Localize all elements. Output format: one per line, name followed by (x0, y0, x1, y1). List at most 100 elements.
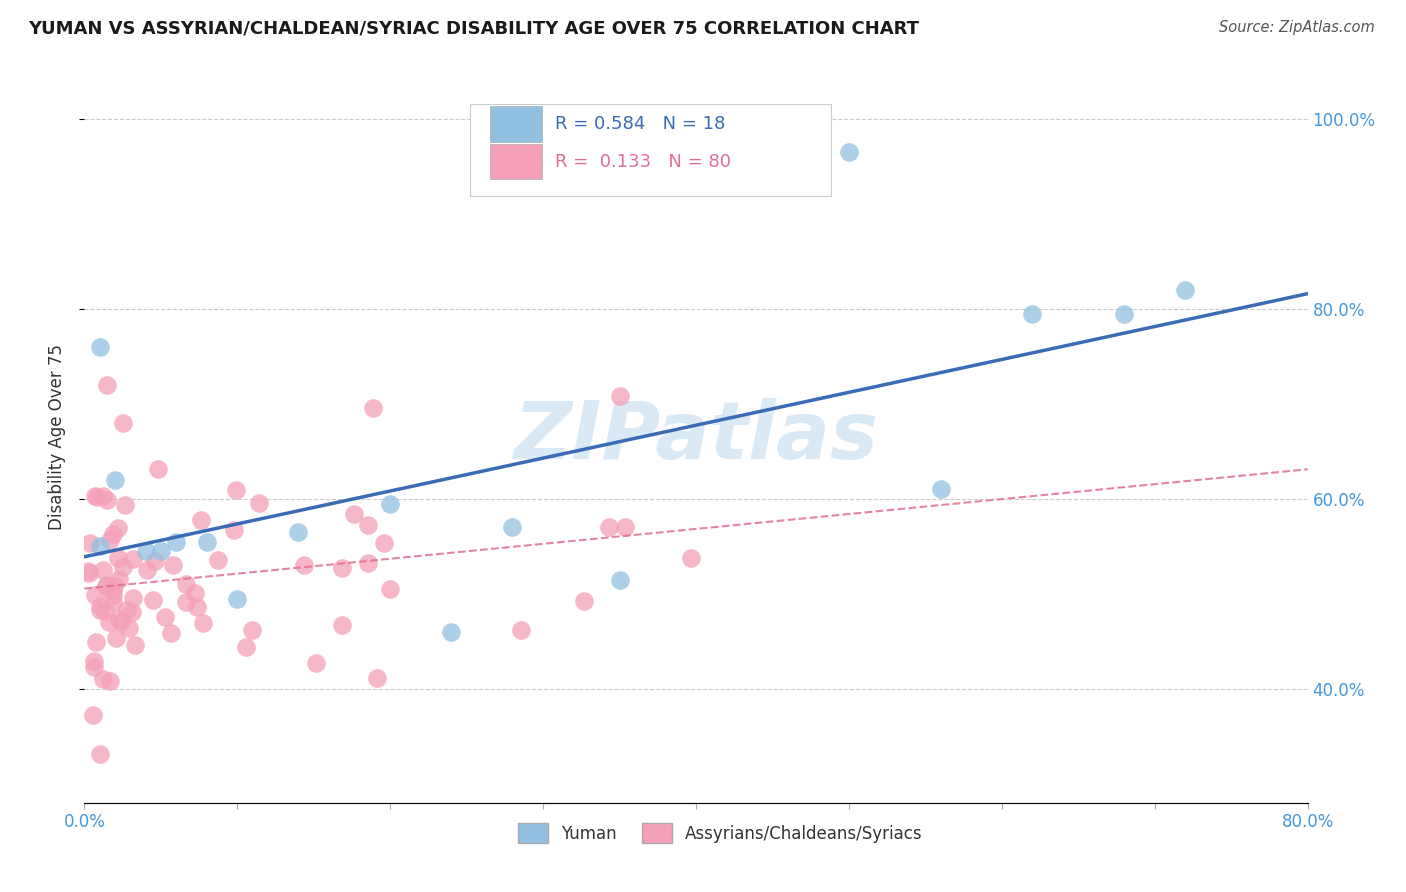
Point (114, 499, 136, 513)
Point (79, 536, 101, 550)
Point (191, 616, 214, 631)
Point (94, 604, 117, 618)
Point (330, 618, 353, 632)
Point (110, 615, 132, 629)
Point (572, 594, 595, 608)
Point (84, 635, 107, 649)
Point (108, 572, 131, 586)
Point (225, 483, 247, 497)
Point (153, 610, 176, 624)
Point (609, 573, 631, 587)
Point (366, 671, 388, 685)
Point (89, 603, 111, 617)
Point (174, 577, 197, 591)
Y-axis label: Disability Age Over 75: Disability Age Over 75 (48, 344, 66, 530)
Point (380, 497, 402, 511)
Point (117, 603, 139, 617)
Point (342, 507, 364, 521)
Point (84, 588, 107, 602)
Point (174, 595, 197, 609)
Point (614, 519, 637, 533)
Point (121, 606, 143, 620)
Point (94, 579, 117, 593)
Point (224, 523, 246, 537)
Point (135, 544, 157, 558)
Point (124, 638, 146, 652)
Point (118, 622, 141, 636)
Point (89, 340, 111, 354)
Point (84, 489, 107, 503)
Point (195, 534, 218, 549)
Point (98, 533, 121, 547)
Point (101, 527, 124, 541)
Point (96, 578, 118, 592)
Point (1114, 307, 1136, 321)
Point (159, 626, 181, 640)
Point (98, 674, 121, 689)
Point (929, 483, 952, 497)
Point (89, 599, 111, 613)
Point (207, 552, 229, 566)
Point (190, 513, 212, 527)
Point (91, 563, 114, 577)
Point (330, 561, 353, 575)
Point (598, 519, 620, 533)
Text: ZIPatlas: ZIPatlas (513, 398, 879, 476)
Point (838, 145, 860, 160)
Legend: Yuman, Assyrians/Chaldeans/Syriacs: Yuman, Assyrians/Chaldeans/Syriacs (512, 817, 929, 849)
Point (91, 489, 114, 503)
Point (107, 612, 129, 626)
Point (101, 588, 124, 602)
Point (142, 593, 165, 607)
Point (89, 539, 111, 553)
Point (96, 492, 118, 507)
Point (679, 551, 702, 566)
Point (122, 552, 145, 566)
Point (373, 536, 395, 550)
Point (186, 599, 208, 614)
Point (287, 524, 309, 539)
Point (184, 586, 207, 600)
Text: R = 0.584   N = 18: R = 0.584 N = 18 (555, 115, 725, 133)
Text: R =  0.133   N = 80: R = 0.133 N = 80 (555, 153, 731, 171)
Point (82, 708, 104, 723)
Point (105, 632, 128, 646)
Point (305, 656, 328, 670)
Point (107, 521, 129, 535)
Point (502, 520, 524, 534)
Point (356, 556, 378, 570)
Point (104, 473, 127, 487)
Point (165, 534, 187, 549)
Point (112, 560, 135, 574)
Point (146, 462, 169, 476)
Point (135, 564, 157, 578)
FancyBboxPatch shape (491, 145, 541, 179)
Point (143, 554, 166, 568)
Point (363, 401, 385, 416)
Point (101, 583, 124, 598)
Point (378, 582, 401, 597)
Point (235, 640, 257, 655)
Point (356, 517, 378, 532)
FancyBboxPatch shape (470, 104, 831, 195)
Text: Source: ZipAtlas.com: Source: ZipAtlas.com (1219, 20, 1375, 35)
Point (103, 578, 125, 592)
Point (162, 558, 184, 573)
Point (96, 377, 118, 392)
Point (89, 747, 111, 761)
Point (122, 591, 145, 606)
Point (83, 654, 105, 668)
Point (111, 416, 134, 430)
Point (1021, 307, 1043, 321)
Text: YUMAN VS ASSYRIAN/CHALDEAN/SYRIAC DISABILITY AGE OVER 75 CORRELATION CHART: YUMAN VS ASSYRIAN/CHALDEAN/SYRIAC DISABI… (28, 20, 920, 37)
Point (91, 672, 114, 686)
Point (101, 595, 124, 609)
Point (609, 389, 631, 403)
Point (149, 544, 172, 558)
Point (98, 615, 121, 629)
Point (292, 558, 315, 572)
Point (79, 566, 101, 580)
Point (83, 659, 105, 673)
FancyBboxPatch shape (491, 106, 541, 142)
Point (107, 551, 129, 566)
